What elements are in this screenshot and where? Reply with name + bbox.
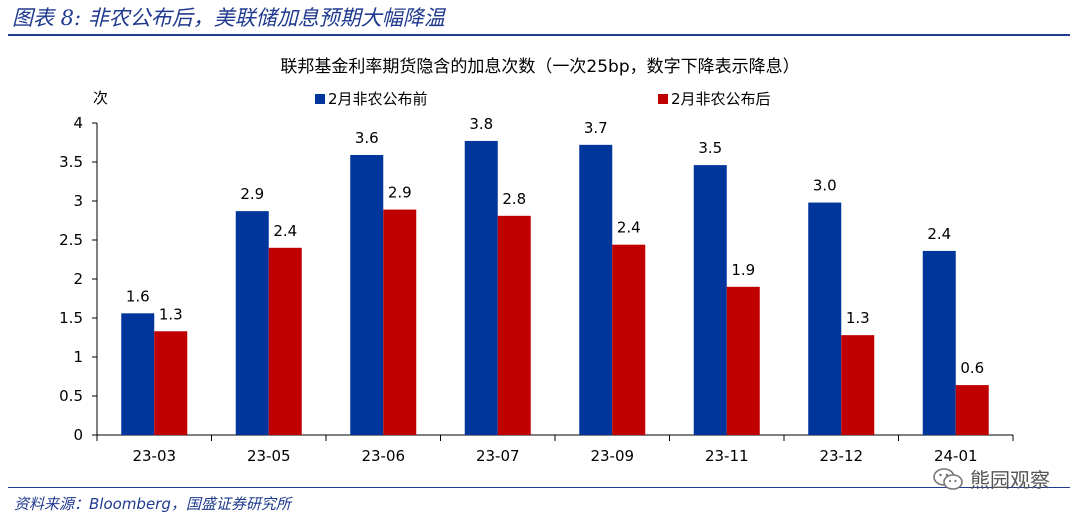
x-tick-label: 23-11 bbox=[705, 447, 749, 465]
data-label-series-1: 2.9 bbox=[240, 185, 264, 203]
y-tick-label: 1 bbox=[73, 348, 83, 366]
y-tick-label: 3 bbox=[73, 192, 83, 210]
data-label-series-1: 3.6 bbox=[355, 129, 379, 147]
data-label-series-1: 3.7 bbox=[584, 119, 608, 137]
data-label-series-2: 1.9 bbox=[731, 261, 755, 279]
bar-series-1 bbox=[922, 250, 956, 435]
bar-series-2 bbox=[726, 286, 760, 435]
x-tick-label: 23-03 bbox=[132, 447, 176, 465]
y-tick-label: 1.5 bbox=[59, 309, 83, 327]
data-label-series-1: 2.4 bbox=[927, 225, 951, 243]
bar-series-2 bbox=[268, 247, 302, 435]
bar-series-2 bbox=[383, 209, 417, 435]
source-rule bbox=[8, 487, 1070, 488]
data-label-series-2: 1.3 bbox=[846, 309, 870, 327]
bar-series-2 bbox=[154, 331, 188, 435]
data-label-series-1: 1.6 bbox=[126, 287, 150, 305]
x-tick-label: 23-09 bbox=[590, 447, 634, 465]
figure-title: 图表 8: 非农公布后，美联储加息预期大幅降温 bbox=[12, 6, 445, 30]
bar-series-2 bbox=[497, 215, 531, 435]
data-label-series-2: 2.9 bbox=[388, 184, 412, 202]
watermark: 熊园观察 bbox=[932, 464, 1050, 493]
data-label-series-2: 0.6 bbox=[960, 359, 984, 377]
data-label-series-1: 3.0 bbox=[813, 177, 837, 195]
wechat-icon bbox=[933, 467, 963, 490]
y-axis-label: 次 bbox=[93, 89, 108, 107]
bar-series-1 bbox=[121, 313, 155, 435]
legend: 2月非农公布前 2月非农公布后 bbox=[315, 90, 771, 108]
data-label-series-2: 2.4 bbox=[617, 219, 641, 237]
bar-series-1 bbox=[464, 140, 498, 435]
x-tick-label: 23-06 bbox=[361, 447, 405, 465]
x-tick-label: 23-07 bbox=[476, 447, 520, 465]
x-tick-label: 24-01 bbox=[934, 447, 978, 465]
data-label-series-2: 1.3 bbox=[159, 305, 183, 323]
bar-series-2 bbox=[955, 385, 989, 435]
bar-series-1 bbox=[235, 211, 269, 435]
y-tick-label: 4 bbox=[73, 114, 83, 132]
plot-area: 0 0.5 1 1.5 2 2.5 3 3.5 4 23-03 23-05 23-06 23-07 23-… bbox=[59, 114, 1014, 465]
bar-series-2 bbox=[612, 244, 646, 435]
bar-series-1 bbox=[808, 202, 842, 435]
y-tick-label: 0.5 bbox=[59, 387, 83, 405]
data-label-series-1: 3.5 bbox=[698, 139, 722, 157]
bar-series-1 bbox=[350, 154, 384, 435]
legend-label-series-2: 2月非农公布后 bbox=[671, 90, 771, 108]
y-tick-label: 2.5 bbox=[59, 231, 83, 249]
watermark-text: 熊园观察 bbox=[970, 468, 1050, 492]
chart-title: 联邦基金利率期货隐含的加息次数（一次25bp，数字下降表示降息） bbox=[280, 57, 799, 77]
y-tick-label: 0 bbox=[73, 426, 83, 444]
bar-series-2 bbox=[841, 335, 875, 435]
data-label-series-1: 3.8 bbox=[469, 115, 493, 133]
source-note: 资料来源：Bloomberg，国盛证券研究所 bbox=[14, 495, 291, 513]
data-label-series-2: 2.8 bbox=[502, 190, 526, 208]
x-tick-label: 23-12 bbox=[819, 447, 863, 465]
bar-series-1 bbox=[693, 165, 727, 435]
bar-chart: 联邦基金利率期货隐含的加息次数（一次25bp，数字下降表示降息） 次 2月非农公… bbox=[59, 57, 1014, 465]
y-tick-label: 3.5 bbox=[59, 153, 83, 171]
title-rule bbox=[8, 34, 1070, 36]
legend-swatch-series-2 bbox=[658, 94, 668, 104]
data-label-series-2: 2.4 bbox=[273, 222, 297, 240]
bar-series-1 bbox=[579, 144, 613, 435]
x-tick-label: 23-05 bbox=[247, 447, 291, 465]
y-tick-label: 2 bbox=[73, 270, 83, 288]
legend-swatch-series-1 bbox=[315, 94, 325, 104]
legend-label-series-1: 2月非农公布前 bbox=[328, 90, 428, 108]
